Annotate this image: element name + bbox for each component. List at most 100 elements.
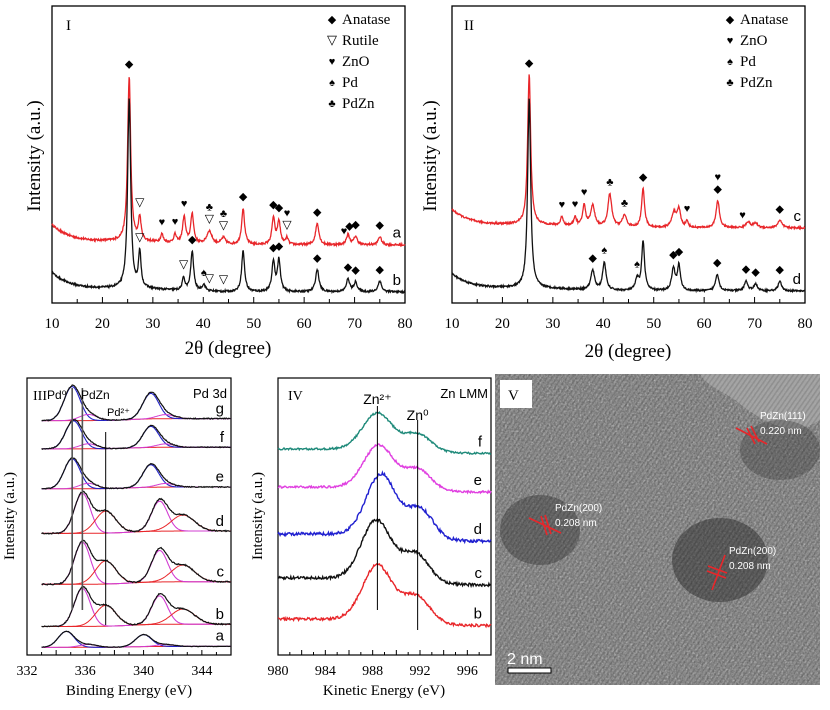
x-tick-label: 10 bbox=[45, 316, 60, 332]
x-tick-label: 50 bbox=[646, 316, 661, 332]
envelope-line bbox=[41, 585, 231, 628]
tick-layer: 10 20 30 40 50 60 70 80 bbox=[45, 297, 413, 332]
series-label: e bbox=[216, 469, 224, 486]
series-label: e bbox=[474, 472, 482, 489]
legend-symbol: ♣ bbox=[726, 77, 733, 89]
phase-marker: ♣ bbox=[621, 197, 628, 209]
scale-bar bbox=[507, 667, 552, 674]
phase-marker: ♥ bbox=[684, 203, 691, 215]
reference-label: Zn²⁺ bbox=[363, 391, 391, 407]
x-tick-label: 980 bbox=[268, 664, 289, 679]
phase-marker: ▽ bbox=[135, 230, 145, 244]
x-tick-label: 992 bbox=[410, 664, 431, 679]
tick-layer: 332 336 340 344 bbox=[17, 650, 232, 679]
panel-label: III bbox=[33, 389, 47, 404]
phase-marker: ◆ bbox=[275, 240, 284, 252]
phase-marker: ♥ bbox=[181, 198, 188, 210]
x-tick-label: 40 bbox=[196, 316, 211, 332]
reference-label: Pd⁰ bbox=[47, 388, 67, 402]
marker-layer: ◆♥ ♥♥♣♣◆♥◆♥♥◆◆♠♠◆◆◆◆ ◆ ◆ bbox=[525, 57, 785, 278]
lattice-annotation: PdZn(200) 0.208 nm bbox=[706, 546, 776, 591]
legend-label: Pd bbox=[342, 75, 358, 91]
series-label: c bbox=[794, 208, 802, 225]
reference-lines: Zn²⁺ Zn⁰ bbox=[363, 391, 429, 630]
legend-symbol: ◆ bbox=[726, 14, 735, 26]
phase-marker: ◆ bbox=[125, 59, 134, 71]
envelope-line bbox=[41, 456, 231, 490]
series-label: f bbox=[220, 429, 225, 446]
reference-label: Pd²⁺ bbox=[107, 407, 130, 419]
phase-marker: ▽ bbox=[135, 195, 145, 209]
phase-marker: ▽ bbox=[219, 218, 229, 232]
series-label: a bbox=[216, 628, 225, 645]
tick-layer: 980 984 988 992 996 bbox=[268, 650, 492, 679]
series-label: d bbox=[793, 271, 801, 288]
x-tick-label: 70 bbox=[747, 316, 762, 332]
phase-marker: ◆ bbox=[639, 171, 648, 183]
lattice-spacing: 0.208 nm bbox=[555, 518, 597, 529]
x-tick-label: 60 bbox=[697, 316, 712, 332]
series-line-c bbox=[451, 74, 806, 231]
legend-symbol: ◆ bbox=[328, 14, 337, 26]
phase-marker: ♠ bbox=[634, 259, 640, 271]
legend-label: Rutile bbox=[342, 33, 379, 49]
x-tick-label: 988 bbox=[362, 664, 383, 679]
phase-marker: ◆ bbox=[188, 234, 197, 246]
x-tick-label: 984 bbox=[315, 664, 336, 679]
phase-marker: ◆ bbox=[525, 57, 534, 69]
x-tick-label: 40 bbox=[596, 316, 611, 332]
series-line-c bbox=[277, 517, 492, 589]
legend-symbol: ♣ bbox=[328, 98, 335, 110]
series-label: b bbox=[474, 605, 482, 622]
series-line-d bbox=[277, 470, 492, 545]
envelope-line bbox=[41, 630, 231, 648]
x-tick-label: 332 bbox=[17, 664, 38, 679]
x-tick-label: 50 bbox=[246, 316, 261, 332]
phase-marker: ▽ bbox=[179, 257, 189, 271]
phase-marker: ♥ bbox=[559, 199, 566, 211]
legend-symbol: ♠ bbox=[727, 56, 733, 68]
phase-marker: ◆ bbox=[313, 253, 322, 265]
phase-marker: ◆ bbox=[351, 264, 360, 276]
x-tick-label: 30 bbox=[145, 316, 160, 332]
panel-label: II bbox=[464, 18, 474, 34]
panel-title: Pd 3d bbox=[193, 386, 227, 401]
x-tick-label: 10 bbox=[445, 316, 460, 332]
phase-marker: ◆ bbox=[376, 220, 385, 232]
legend-symbol: ♠ bbox=[329, 77, 335, 89]
phase-marker: ♥ bbox=[341, 226, 348, 238]
phase-marker: ◆ bbox=[742, 264, 751, 276]
reference-label: Zn⁰ bbox=[407, 407, 429, 423]
panel-v-hrtem: V PdZn(111) 0.220 nm PdZn(200) 0.208 nm … bbox=[495, 374, 820, 685]
phase-marker: ♣ bbox=[206, 201, 213, 213]
envelope-line bbox=[41, 384, 231, 422]
legend-label: Pd bbox=[740, 54, 756, 70]
lattice-spacing: 0.220 nm bbox=[760, 426, 802, 437]
phase-marker: ◆ bbox=[269, 242, 278, 254]
phase-marker: ◆ bbox=[675, 246, 684, 258]
plot-frame bbox=[277, 377, 492, 656]
legend-symbol: ♥ bbox=[727, 35, 734, 47]
y-axis-label: Intensity (a.u.) bbox=[420, 100, 441, 211]
series-layer: f e d c b bbox=[277, 411, 492, 629]
lattice-spacing: 0.208 nm bbox=[729, 561, 771, 572]
series-line-b bbox=[51, 98, 406, 295]
legend-label: Anatase bbox=[342, 12, 391, 28]
series-line-f bbox=[277, 411, 492, 456]
phase-marker: ◆ bbox=[776, 203, 785, 215]
series-line-d bbox=[451, 98, 806, 294]
phase-marker: ◆ bbox=[313, 206, 322, 218]
tick-layer: 10 20 30 40 50 60 70 80 bbox=[445, 297, 813, 332]
x-tick-label: 20 bbox=[95, 316, 110, 332]
panel-ii-xrd: II cd ◆♥ ♥♥♣♣◆♥◆♥♥◆◆♠♠◆◆◆◆ ◆ ◆ 10 20 30 40 50 60… bbox=[420, 5, 813, 362]
phase-marker: ♥ bbox=[714, 172, 721, 184]
x-axis-label: Kinetic Energy (eV) bbox=[323, 683, 445, 699]
panel-label: IV bbox=[288, 389, 303, 404]
phase-marker: ♣ bbox=[606, 176, 613, 188]
phase-marker: ◆ bbox=[776, 264, 785, 276]
series-line-a bbox=[51, 77, 406, 248]
phase-marker: ▽ bbox=[205, 271, 215, 285]
